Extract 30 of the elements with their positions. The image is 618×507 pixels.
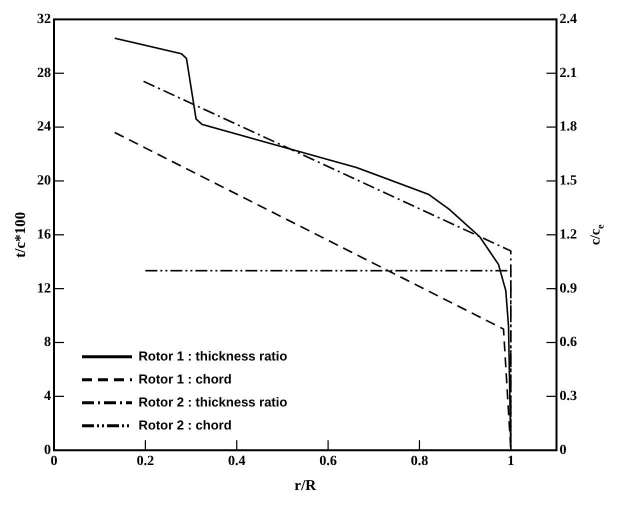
y-tick-label: 28: [37, 66, 51, 81]
y-tick-label: 8: [44, 335, 51, 350]
x-tick-label: 0.2: [136, 454, 154, 470]
y2-tick-label: 1.8: [560, 120, 577, 135]
y2-tick-label: 1.5: [560, 174, 577, 189]
legend-label: Rotor 2 : thickness ratio: [138, 394, 288, 410]
x-tick-label: 0.6: [319, 454, 337, 470]
legend-label: Rotor 2 : chord: [138, 417, 232, 432]
y-axis-title: t/c*100: [12, 212, 29, 258]
legend-label: Rotor 1 : chord: [138, 371, 232, 386]
y2-tick-label: 2.1: [560, 66, 577, 81]
y-tick-label: 24: [37, 120, 51, 135]
x-tick-label: 0.8: [410, 454, 428, 470]
legend-label: Rotor 1 : thickness ratio: [138, 348, 288, 364]
x-tick-label: 1: [507, 454, 514, 470]
y2-tick-label: 0.3: [560, 388, 577, 404]
y2-tick-label: 0: [560, 442, 566, 458]
x-tick-label: 0.4: [228, 454, 246, 470]
y2-tick-label: 0.9: [560, 281, 577, 296]
y-tick-label: 4: [44, 388, 51, 404]
y-tick-label: 32: [37, 12, 51, 28]
y-tick-label: 12: [37, 281, 51, 296]
y-tick-label: 20: [37, 174, 51, 189]
y-tick-label: 16: [37, 227, 51, 242]
y-tick-label: 0: [44, 442, 51, 458]
y2-tick-label: 1.2: [560, 227, 577, 242]
y2-tick-label: 0.6: [560, 335, 577, 350]
x-axis-title: r/R: [294, 478, 316, 494]
y2-tick-label: 2.4: [560, 12, 577, 28]
y2-axis-title: c/ce: [588, 224, 607, 246]
